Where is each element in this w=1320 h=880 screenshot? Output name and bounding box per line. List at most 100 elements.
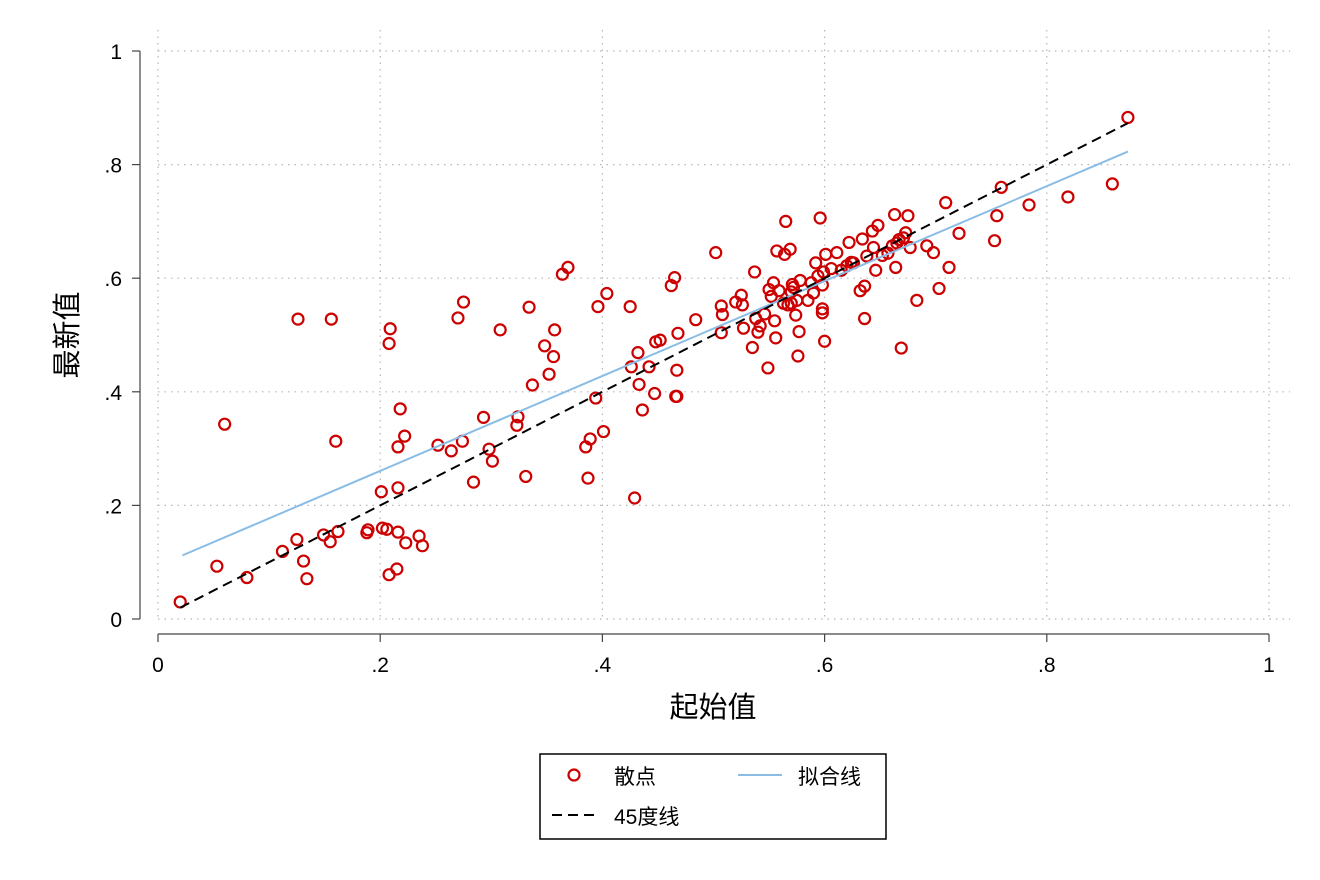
y-tick-label: .6 xyxy=(104,268,122,291)
scatter-point xyxy=(1061,190,1075,204)
x-tick-label: 0 xyxy=(152,654,164,677)
scatter-point xyxy=(813,211,827,225)
scatter-point xyxy=(415,539,430,553)
scatter-point xyxy=(548,323,562,337)
x-tick-label: .6 xyxy=(816,654,834,677)
scatter-point xyxy=(866,240,881,255)
x-tick-label: .2 xyxy=(371,654,389,677)
scatter-point xyxy=(399,536,413,550)
scatter-point xyxy=(561,260,575,275)
scatter-point xyxy=(816,265,831,279)
scatter-point xyxy=(451,311,465,325)
scatter-point xyxy=(391,481,405,495)
scatter-point xyxy=(218,417,232,431)
scatter-point xyxy=(871,218,885,232)
scatter-point xyxy=(761,361,775,375)
scatter-point xyxy=(383,322,397,336)
scatter-point xyxy=(791,349,805,363)
scatter-point xyxy=(809,256,823,270)
scatter-point xyxy=(522,300,536,314)
scatter-point xyxy=(482,442,496,456)
scatter-point xyxy=(538,339,552,353)
scatter-point xyxy=(671,326,685,340)
scatter-point xyxy=(670,363,684,377)
scatter-point xyxy=(632,377,646,392)
scatter-point xyxy=(642,360,656,374)
y-tick-label: 1 xyxy=(110,41,122,64)
legend-scatter-label: 散点 xyxy=(614,766,656,789)
scatter-point xyxy=(736,321,751,335)
scatter-point xyxy=(714,299,728,313)
scatter-point xyxy=(709,246,723,260)
scatter-point xyxy=(689,313,703,327)
y-tick-label: .2 xyxy=(104,495,122,518)
scatter-point xyxy=(323,535,337,549)
scatter-point xyxy=(361,523,375,537)
scatter-series xyxy=(173,110,1135,609)
scatter-point xyxy=(887,207,902,222)
scatter-point xyxy=(391,525,405,539)
scatter-point xyxy=(770,244,784,258)
scatter-point xyxy=(745,340,759,355)
scatter-point xyxy=(932,281,946,296)
scatter-point xyxy=(485,454,500,468)
scatter-point xyxy=(942,260,956,275)
scatter-point xyxy=(758,307,772,321)
scatter-point xyxy=(664,278,678,293)
scatter-point xyxy=(990,209,1004,223)
scatter-point xyxy=(779,214,793,228)
scatter-point xyxy=(390,562,404,576)
scatter-point xyxy=(316,528,331,542)
scatter-point xyxy=(751,325,765,339)
legend-scatter-marker xyxy=(567,768,581,782)
scatter-point xyxy=(1105,177,1119,191)
scatter-point xyxy=(768,314,782,328)
scatter-point xyxy=(329,434,343,448)
scatter-point xyxy=(374,485,388,499)
scatter-point xyxy=(623,300,637,314)
scatter-point xyxy=(300,572,314,586)
scatter-point xyxy=(910,293,924,307)
scatter-point xyxy=(398,429,412,443)
scatter-point xyxy=(296,554,311,568)
scatter-point xyxy=(869,263,883,277)
line-series xyxy=(179,122,1129,609)
scatter-point xyxy=(772,284,786,298)
x-tick-label: 1 xyxy=(1263,654,1275,677)
scatter-point xyxy=(476,410,491,424)
diagonal-45-line xyxy=(179,122,1129,609)
scatter-point xyxy=(994,180,1008,194)
scatter-point xyxy=(830,246,844,260)
scatter-point xyxy=(653,333,667,347)
scatter-point xyxy=(860,249,874,263)
legend-box xyxy=(539,753,887,840)
scatter-point xyxy=(786,280,801,294)
scatter-point xyxy=(591,300,605,314)
scatter-point xyxy=(901,209,915,223)
scatter-point xyxy=(382,336,396,351)
scatter-point xyxy=(764,289,778,303)
scatter-point xyxy=(842,235,856,250)
scatter-point xyxy=(631,346,645,360)
scatter-point xyxy=(1121,110,1135,125)
scatter-point xyxy=(855,232,869,246)
scatter-point xyxy=(753,319,767,333)
scatter-point xyxy=(783,242,797,256)
scatter-point xyxy=(493,323,507,337)
scatter-point xyxy=(290,532,304,547)
scatter-point xyxy=(324,312,338,326)
scatter-point xyxy=(635,403,649,417)
scatter-point xyxy=(648,386,662,401)
scatter-point xyxy=(815,302,829,316)
scatter-point xyxy=(291,312,305,326)
scatter-point xyxy=(819,247,833,261)
scatter-point xyxy=(466,475,481,489)
scatter-point xyxy=(546,349,561,364)
y-axis-ticks: 0 .2 .4 .6 .8 1 xyxy=(104,41,140,632)
scatter-point xyxy=(382,568,396,582)
scatter-point xyxy=(899,226,913,240)
y-axis-label: 最新值 xyxy=(51,291,84,378)
fit-line xyxy=(182,150,1129,557)
grid-lines xyxy=(157,30,1290,620)
scatter-point xyxy=(668,271,682,285)
